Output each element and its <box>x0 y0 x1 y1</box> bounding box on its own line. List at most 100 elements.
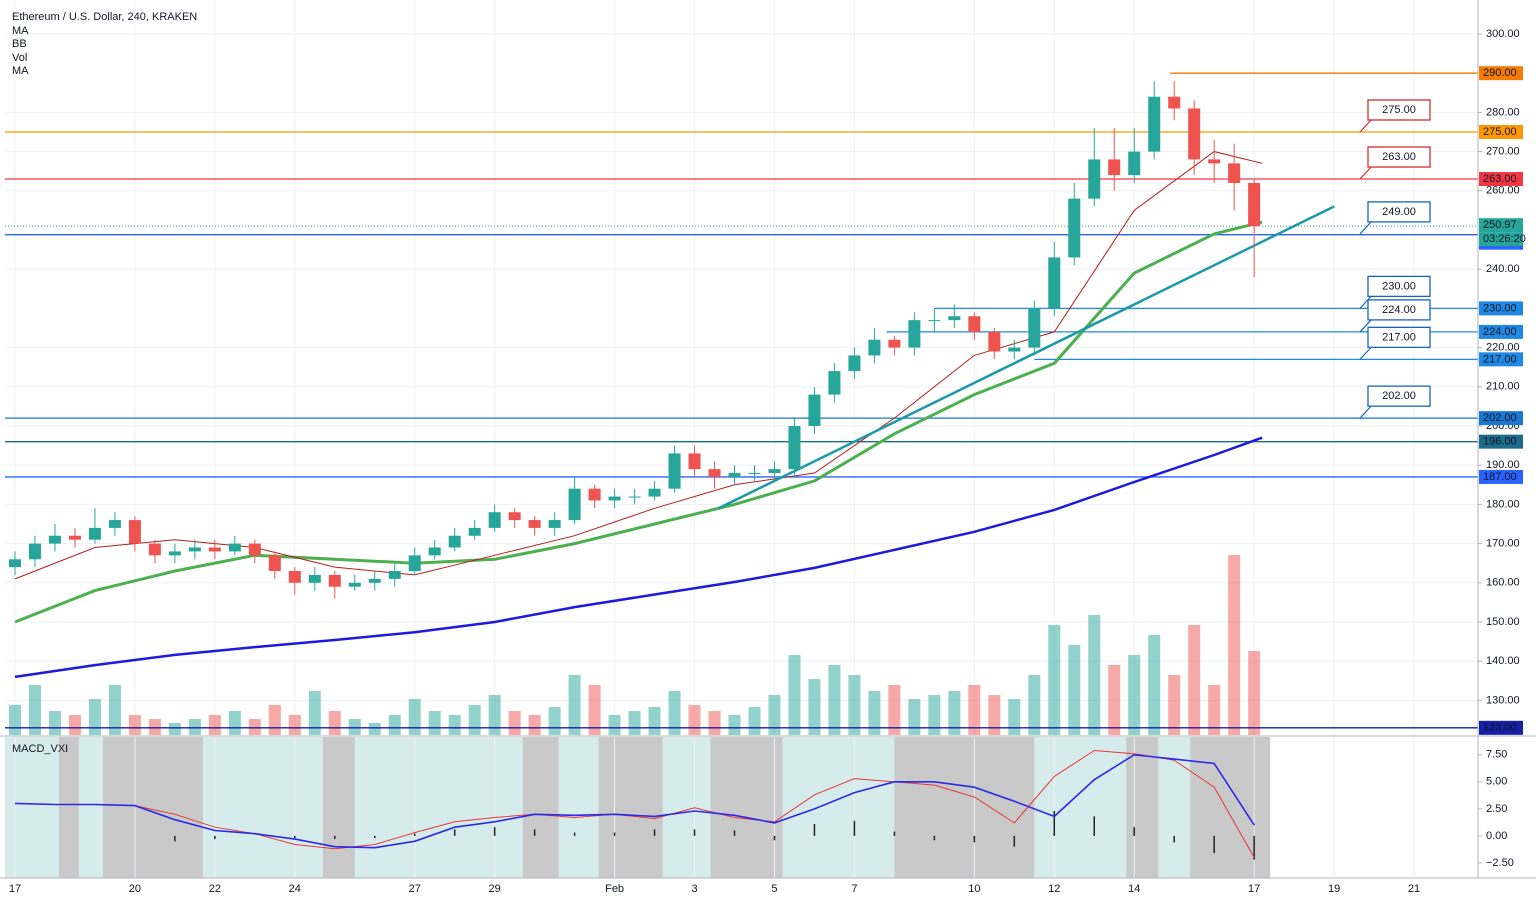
callout-label: 275.00 <box>1382 104 1416 116</box>
volume-bar <box>588 685 601 735</box>
candle-body <box>588 488 601 501</box>
candle-body <box>828 371 841 395</box>
candle-body <box>1228 163 1241 183</box>
callout-pointer <box>1359 118 1373 133</box>
y-tick-label: 260.00 <box>1486 185 1520 197</box>
x-tick-label: 19 <box>1328 883 1340 895</box>
candle-body <box>288 571 301 583</box>
y-tick-label: 160.00 <box>1486 577 1520 589</box>
candle-body <box>468 527 481 536</box>
volume-bar <box>88 699 101 735</box>
y-tick-label: 140.00 <box>1486 655 1520 667</box>
y-tick-label: 0.00 <box>1486 830 1507 842</box>
candle-body <box>408 555 421 572</box>
x-tick-label: 17 <box>1248 883 1260 895</box>
candle-body <box>1168 96 1181 109</box>
volume-bar <box>108 685 121 735</box>
callout-label: 224.00 <box>1382 304 1416 316</box>
ma-line <box>14 436 1263 679</box>
callout-pointer <box>1359 220 1373 235</box>
candle-body <box>28 543 41 560</box>
x-tick-label: 3 <box>691 883 697 895</box>
candle-body <box>548 520 561 528</box>
y-tick-label: 130.00 <box>1486 694 1520 706</box>
candle-body <box>608 496 621 501</box>
candle-body <box>1068 198 1081 258</box>
x-tick-label: 12 <box>1048 883 1060 895</box>
candle-body <box>228 543 241 552</box>
volume-bar <box>248 719 261 735</box>
y-tick-label: 280.00 <box>1486 106 1520 118</box>
volume-bar <box>788 655 801 735</box>
candle-body <box>308 574 321 583</box>
volume-bar <box>488 695 501 735</box>
candle-body <box>448 535 461 548</box>
candle-body <box>928 320 941 322</box>
volume-bar <box>608 715 621 735</box>
level-label-bg <box>1479 324 1523 339</box>
y-tick-label: 240.00 <box>1486 263 1520 275</box>
candle-body <box>508 512 521 521</box>
callout-box <box>1367 201 1431 223</box>
level-label: 202.00 <box>1483 412 1517 424</box>
volume-bar <box>1188 625 1201 735</box>
callout-label: 217.00 <box>1382 331 1416 343</box>
callout-pointer <box>1359 345 1373 360</box>
x-tick-label: 21 <box>1408 883 1420 895</box>
callout-box <box>1367 146 1431 168</box>
candle-body <box>1148 96 1161 152</box>
volume-bar <box>148 719 161 735</box>
gray-zone <box>894 737 1035 878</box>
candle-body <box>368 578 381 583</box>
indicator-label: MA <box>12 65 29 77</box>
y-tick-label: 270.00 <box>1486 145 1520 157</box>
volume-bar <box>28 685 41 735</box>
y-tick-label: 170.00 <box>1486 537 1520 549</box>
x-tick-label: 22 <box>209 883 221 895</box>
volume-bar <box>568 675 581 735</box>
volume-bar <box>1008 699 1021 735</box>
level-label-bg <box>1479 411 1523 426</box>
candle-body <box>1208 159 1221 164</box>
countdown-label: 03:26:20 <box>1483 233 1526 245</box>
y-tick-label: 180.00 <box>1486 498 1520 510</box>
candle-body <box>1128 151 1141 176</box>
volume-bar <box>708 711 721 735</box>
callout-label: 263.00 <box>1382 151 1416 163</box>
volume-bar <box>268 705 281 735</box>
volume-bar <box>988 695 1001 735</box>
countdown-label-bg <box>1479 232 1523 247</box>
candle-body <box>988 331 1001 352</box>
candle-body <box>88 527 101 540</box>
x-tick-label: 17 <box>9 883 21 895</box>
indicator-label: Vol <box>12 52 27 64</box>
candle-body <box>1008 347 1021 352</box>
level-label: 196.00 <box>1483 436 1517 448</box>
callout-pointer <box>1359 294 1373 309</box>
volume-bar <box>868 691 881 735</box>
candle-body <box>1088 159 1101 199</box>
volume-bar <box>228 711 241 735</box>
x-tick-label: 7 <box>851 883 857 895</box>
volume-bar <box>308 691 321 735</box>
candle-body <box>1048 257 1061 309</box>
chart-title: Ethereum / U.S. Dollar, 240, KRAKEN <box>12 11 197 23</box>
macd-line <box>14 753 1255 849</box>
callout-pointer <box>1359 404 1373 419</box>
volume-bar <box>448 715 461 735</box>
candle-body <box>808 394 821 426</box>
indicator-label: BB <box>12 38 27 50</box>
volume-bar <box>908 699 921 735</box>
volume-bar <box>388 715 401 735</box>
volume-bar <box>808 679 821 735</box>
y-tick-label: 300.00 <box>1486 28 1520 40</box>
candle-body <box>768 469 781 474</box>
trendline <box>717 205 1335 510</box>
level-label: 224.00 <box>1483 326 1517 338</box>
level-label-bg <box>1479 720 1523 735</box>
y-tick-label: 5.00 <box>1486 776 1507 788</box>
candle-body <box>648 488 661 497</box>
candle-body <box>268 555 281 572</box>
level-label: 290.00 <box>1483 67 1517 79</box>
candle-body <box>628 496 641 498</box>
